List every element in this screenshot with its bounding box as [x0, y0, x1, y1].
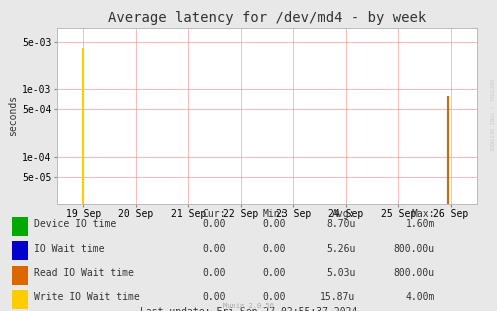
- Y-axis label: seconds: seconds: [8, 95, 18, 137]
- Text: 800.00u: 800.00u: [394, 268, 435, 278]
- Text: 0.00: 0.00: [262, 244, 286, 253]
- Text: 800.00u: 800.00u: [394, 244, 435, 253]
- Text: 0.00: 0.00: [262, 268, 286, 278]
- Text: 0.00: 0.00: [262, 292, 286, 302]
- Text: Max:: Max:: [412, 210, 435, 220]
- Text: 0.00: 0.00: [203, 219, 226, 229]
- Text: RRDTOOL / TOBI OETIKER: RRDTOOL / TOBI OETIKER: [488, 79, 493, 151]
- Text: 15.87u: 15.87u: [320, 292, 355, 302]
- Title: Average latency for /dev/md4 - by week: Average latency for /dev/md4 - by week: [108, 12, 426, 26]
- Text: 0.00: 0.00: [203, 292, 226, 302]
- FancyBboxPatch shape: [12, 217, 28, 236]
- Text: Cur:: Cur:: [203, 210, 226, 220]
- Text: 0.00: 0.00: [203, 268, 226, 278]
- Text: Min:: Min:: [262, 210, 286, 220]
- FancyBboxPatch shape: [12, 266, 28, 285]
- FancyBboxPatch shape: [12, 290, 28, 309]
- Text: Munin 2.0.56: Munin 2.0.56: [223, 304, 274, 309]
- Text: 0.00: 0.00: [262, 219, 286, 229]
- Text: 0.00: 0.00: [203, 244, 226, 253]
- Text: Device IO time: Device IO time: [34, 219, 116, 229]
- Text: 4.00m: 4.00m: [406, 292, 435, 302]
- Text: Avg:: Avg:: [332, 210, 355, 220]
- Text: 1.60m: 1.60m: [406, 219, 435, 229]
- Text: 8.70u: 8.70u: [326, 219, 355, 229]
- Text: Last update: Fri Sep 27 02:55:37 2024: Last update: Fri Sep 27 02:55:37 2024: [140, 307, 357, 311]
- Text: 5.03u: 5.03u: [326, 268, 355, 278]
- Text: 5.26u: 5.26u: [326, 244, 355, 253]
- Text: IO Wait time: IO Wait time: [34, 244, 105, 253]
- FancyBboxPatch shape: [12, 241, 28, 260]
- Text: Read IO Wait time: Read IO Wait time: [34, 268, 134, 278]
- Text: Write IO Wait time: Write IO Wait time: [34, 292, 140, 302]
